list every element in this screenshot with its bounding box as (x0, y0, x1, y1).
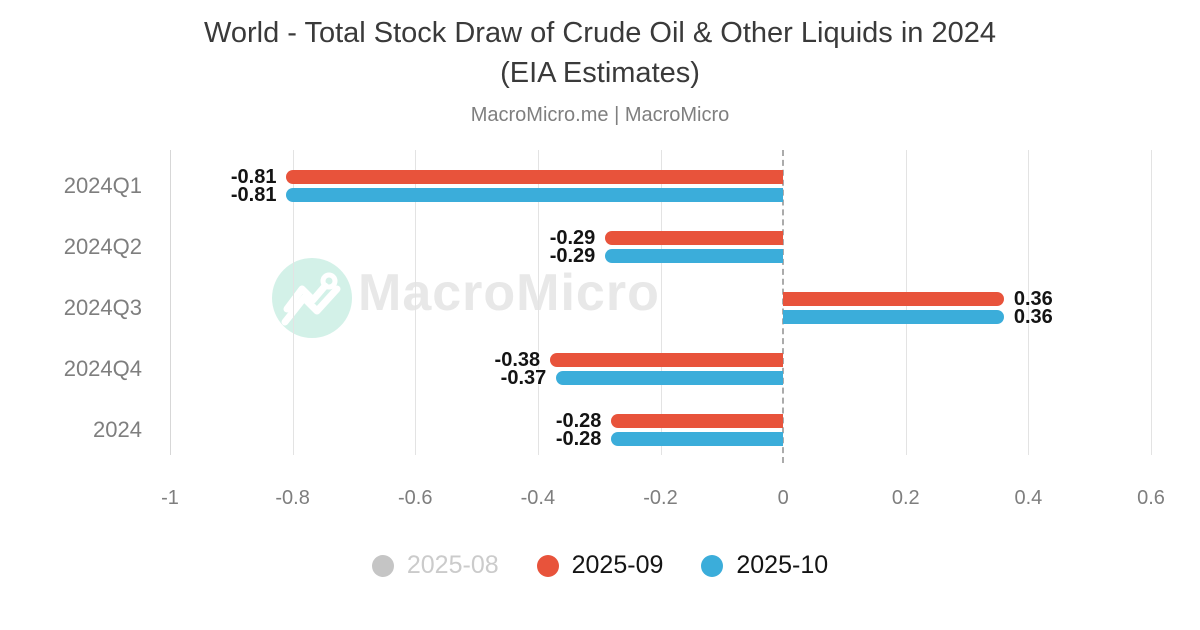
bar-2025-10-2024Q2[interactable] (605, 249, 784, 263)
legend-item-2025-10[interactable]: 2025-10 (701, 551, 828, 580)
macromicro-logo-icon (272, 258, 352, 338)
bar-value-label: -0.38 (494, 349, 541, 371)
x-axis-tick-label: 0.2 (891, 487, 920, 509)
gridline (415, 150, 417, 455)
legend-label: 2025-09 (571, 551, 664, 579)
bar-2025-09-2024Q1[interactable] (286, 170, 784, 184)
legend-label: 2025-08 (406, 551, 499, 579)
x-axis-tick-label: -0.4 (520, 487, 556, 509)
bar-2025-10-2024Q1[interactable] (286, 188, 784, 202)
x-axis-tick-label: -0.8 (275, 487, 310, 509)
title-block: World - Total Stock Draw of Crude Oil & … (0, 0, 1200, 127)
x-axis-tick-label: 0 (777, 487, 789, 509)
zero-gridline (782, 150, 785, 463)
bar-value-label: 0.36 (1013, 288, 1053, 310)
legend-swatch-icon (701, 554, 724, 577)
bar-value-label: -0.29 (549, 227, 596, 249)
y-axis-category-label: 2024Q3 (63, 295, 142, 320)
bar-2025-10-2024Q3[interactable] (783, 310, 1004, 324)
gridline (660, 150, 662, 455)
legend-swatch-icon (371, 554, 394, 577)
bar-2025-10-2024[interactable] (611, 432, 784, 446)
gridline (170, 150, 171, 455)
legend-item-2025-08[interactable]: 2025-08 (371, 551, 499, 580)
gridline (1028, 150, 1030, 455)
bar-value-label: -0.28 (555, 410, 602, 432)
y-axis-category-label: 2024Q2 (63, 234, 142, 259)
chart-subtitle: MacroMicro.me | MacroMicro (470, 104, 730, 126)
chart-title-line2: (EIA Estimates) (500, 57, 700, 89)
x-axis-tick-label: -1 (161, 487, 179, 509)
chart-title-line1: World - Total Stock Draw of Crude Oil & … (204, 17, 996, 49)
gridline (1151, 150, 1152, 455)
x-axis-tick-label: 0.6 (1137, 487, 1165, 509)
gridline (537, 150, 539, 455)
bar-value-label: -0.28 (555, 428, 602, 450)
bar-value-label: -0.37 (500, 367, 547, 389)
bar-2025-09-2024Q2[interactable] (605, 231, 784, 245)
bar-value-label: 0.36 (1013, 306, 1053, 328)
legend-label: 2025-10 (736, 551, 829, 579)
x-axis-tick-label: -0.6 (398, 487, 433, 509)
legend-item-2025-09[interactable]: 2025-09 (536, 551, 664, 580)
legend-swatch-icon (536, 554, 559, 577)
legend: 2025-08 2025-09 2025-10 (0, 551, 1200, 580)
bar-2025-09-2024Q3[interactable] (783, 292, 1004, 306)
bar-2025-09-2024[interactable] (611, 414, 784, 428)
bar-value-label: -0.29 (549, 245, 596, 267)
watermark-brand-text: MacroMicro (358, 264, 660, 322)
x-axis-tick-label: -0.2 (643, 487, 678, 509)
bar-2025-09-2024Q4[interactable] (550, 353, 784, 367)
y-axis-category-label: 2024Q4 (63, 356, 142, 381)
bar-2025-10-2024Q4[interactable] (556, 371, 784, 385)
bar-value-label: -0.81 (230, 166, 277, 188)
y-axis-category-label: 2024Q1 (63, 173, 142, 198)
x-axis-tick-label: 0.4 (1014, 487, 1043, 509)
gridline (292, 150, 294, 455)
bar-value-label: -0.81 (230, 184, 277, 206)
y-axis-category-label: 2024 (93, 417, 142, 442)
